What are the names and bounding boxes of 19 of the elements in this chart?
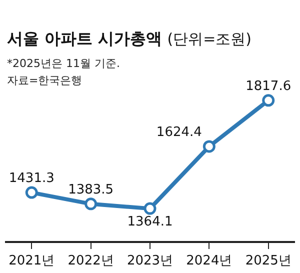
text: *2025년은 11월 기준.: [7, 57, 120, 70]
point: [202, 140, 216, 153]
point: [84, 198, 98, 210]
data-label: 1364.1: [127, 214, 173, 230]
text: 자료=한국은행: [7, 74, 82, 87]
point: [262, 94, 275, 107]
point: [25, 186, 38, 199]
data-label: 1817.6: [246, 78, 292, 94]
data-label: 1624.4: [156, 124, 202, 140]
point: [144, 202, 156, 215]
x-tick-label: 2024년: [186, 253, 232, 268]
chart-title: 서울 아파트 시가총액: [7, 29, 162, 48]
x-tick-label: 2025년: [245, 253, 292, 268]
x-tick-label: 2023년: [126, 253, 174, 268]
data-label: 1431.3: [8, 171, 54, 186]
x-tick-label: 2021년: [8, 253, 55, 268]
x-tick-label: 2022년: [68, 253, 114, 268]
chart-subtitle: (단위=조원): [167, 30, 252, 48]
data-label: 1383.5: [68, 182, 114, 198]
